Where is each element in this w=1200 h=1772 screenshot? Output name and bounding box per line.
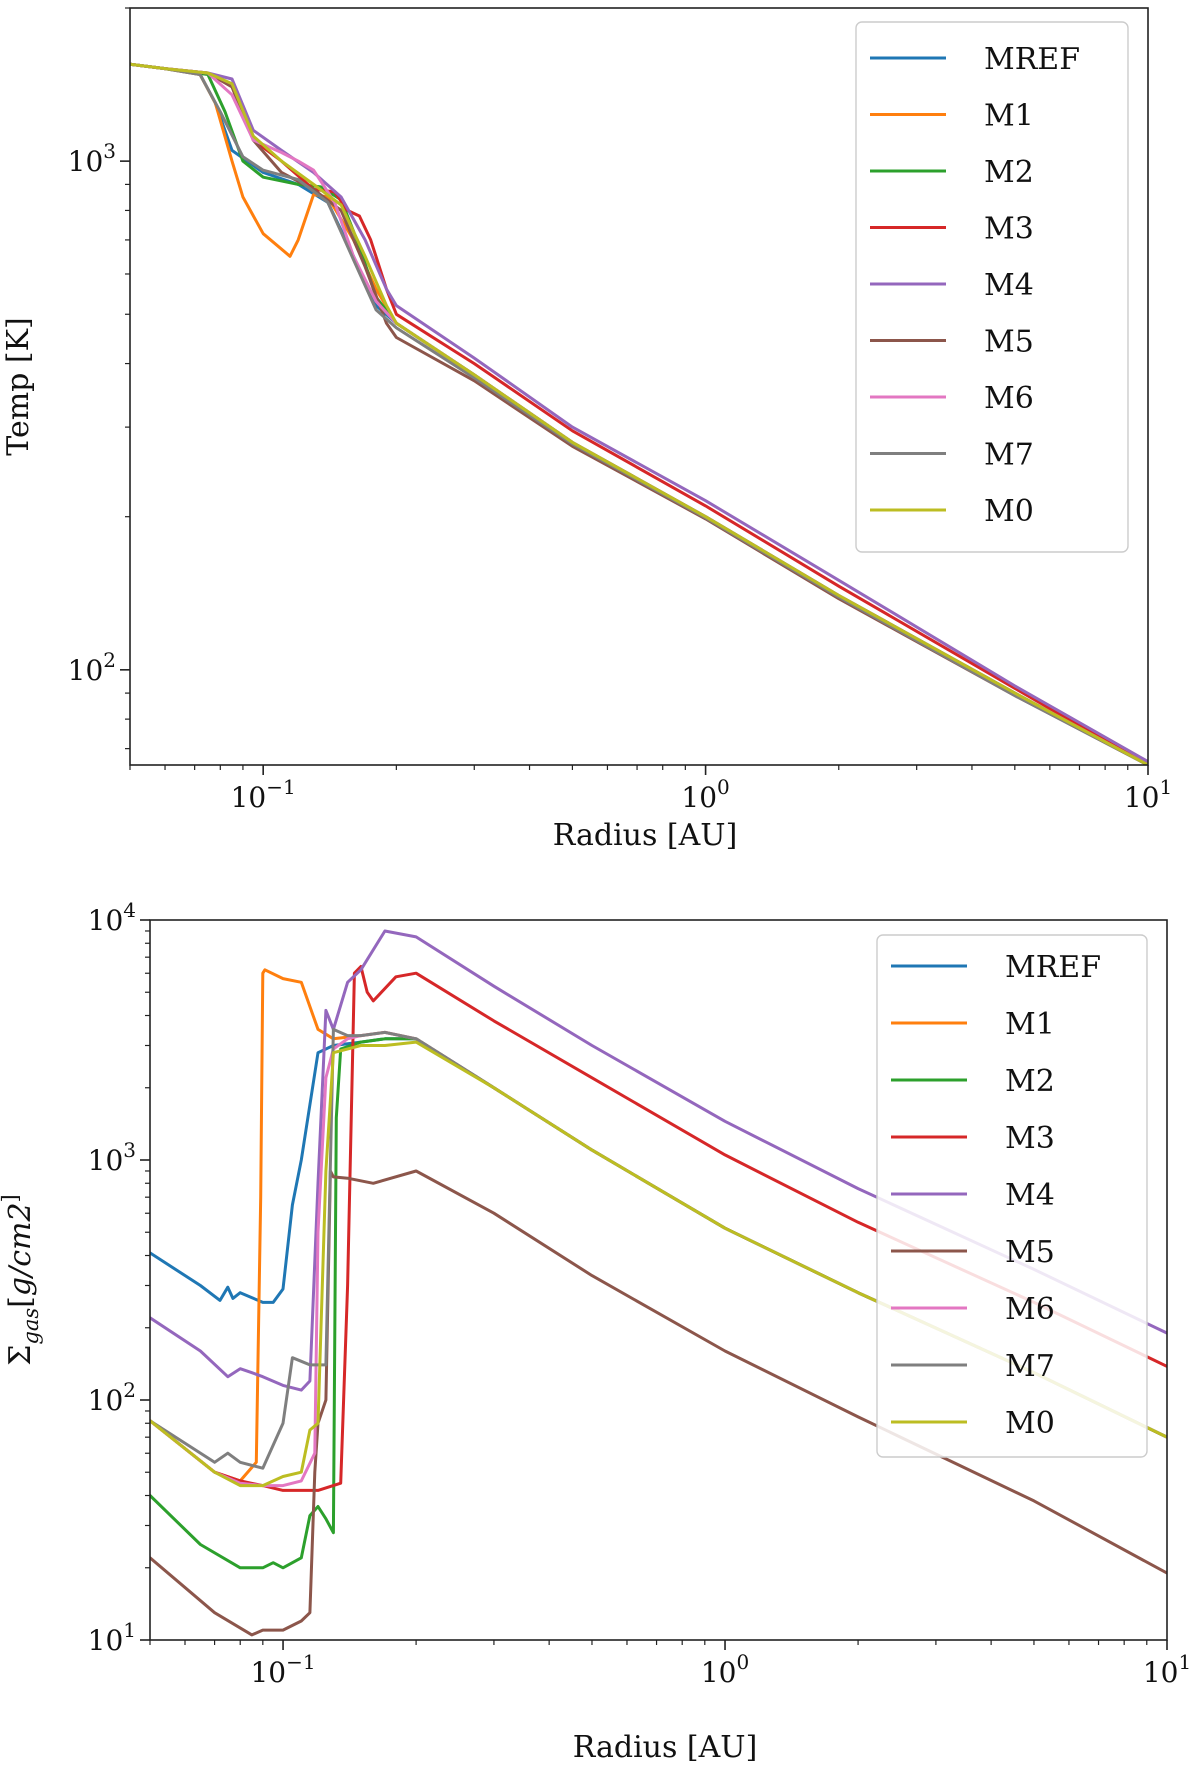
legend-label-m4: M4 xyxy=(984,268,1034,303)
legend-label-m3: M3 xyxy=(1005,1121,1055,1156)
legend-box xyxy=(876,934,1148,1458)
chart-panel-2: 10−1 100 101 101 102 103 104 Radius [AU] Σgas[g/… xyxy=(0,898,1191,1765)
x-tick-label: 101 xyxy=(1124,775,1172,814)
legend-label-m2: M2 xyxy=(1005,1064,1055,1099)
legend-box xyxy=(855,21,1129,553)
x-tick-label: 10−1 xyxy=(250,1650,315,1689)
axes-frame xyxy=(129,7,1149,766)
legend-label-m7: M7 xyxy=(1005,1349,1055,1384)
y-tick-label: 101 xyxy=(88,1618,136,1657)
legend-label-mref: MREF xyxy=(1005,950,1101,985)
x-axis: 10−1 100 101 xyxy=(129,765,1172,814)
legend-label-m0: M0 xyxy=(1005,1406,1055,1441)
y-axis: 101 102 103 104 xyxy=(88,898,150,1657)
y-axis-label: Σgas[g/cm2] xyxy=(0,1194,43,1366)
legend-label-m1: M1 xyxy=(1005,1007,1055,1042)
legend-label-m5: M5 xyxy=(1005,1235,1055,1270)
legend-label-m3: M3 xyxy=(984,212,1034,247)
y-tick-label: 103 xyxy=(88,1138,136,1177)
series-line-m4 xyxy=(130,62,1148,764)
legend-label-m6: M6 xyxy=(984,381,1034,416)
y-axis: 102 103 xyxy=(68,7,130,750)
legend: MREF M1 M2 M3 M4 M5 M6 M7 M0 xyxy=(876,934,1148,1458)
y-axis-label: Temp [K] xyxy=(1,317,36,455)
legend-label-m6: M6 xyxy=(1005,1292,1055,1327)
legend-label-m4: M4 xyxy=(1005,1178,1055,1213)
y-tick-label: 102 xyxy=(88,1378,136,1417)
legend-label-m7: M7 xyxy=(984,438,1034,473)
series-line-m4 xyxy=(150,929,1167,1392)
x-axis-label: Radius [AU] xyxy=(573,1730,758,1765)
x-axis: 10−1 100 101 xyxy=(149,1640,1191,1689)
axes-frame xyxy=(149,919,1168,1641)
legend-label-m1: M1 xyxy=(984,99,1034,134)
legend-label-m0: M0 xyxy=(984,494,1034,529)
series-line-m0 xyxy=(130,62,1148,765)
y-tick-label: 103 xyxy=(68,139,116,178)
x-tick-label: 10−1 xyxy=(231,775,296,814)
plot-area xyxy=(150,929,1167,1637)
legend: MREF M1 M2 M3 M4 M5 M6 M7 M0 xyxy=(855,21,1129,553)
x-tick-label: 100 xyxy=(701,1650,749,1689)
legend-label-m5: M5 xyxy=(984,325,1034,360)
plot-area xyxy=(130,62,1148,765)
x-axis-label: Radius [AU] xyxy=(553,818,738,853)
legend-label-mref: MREF xyxy=(984,42,1080,77)
legend-label-m2: M2 xyxy=(984,155,1034,190)
x-tick-label: 100 xyxy=(681,775,729,814)
y-tick-label: 104 xyxy=(88,898,136,937)
series-line-m0 xyxy=(150,1040,1167,1488)
y-tick-label: 102 xyxy=(68,648,116,687)
x-tick-label: 101 xyxy=(1143,1650,1191,1689)
